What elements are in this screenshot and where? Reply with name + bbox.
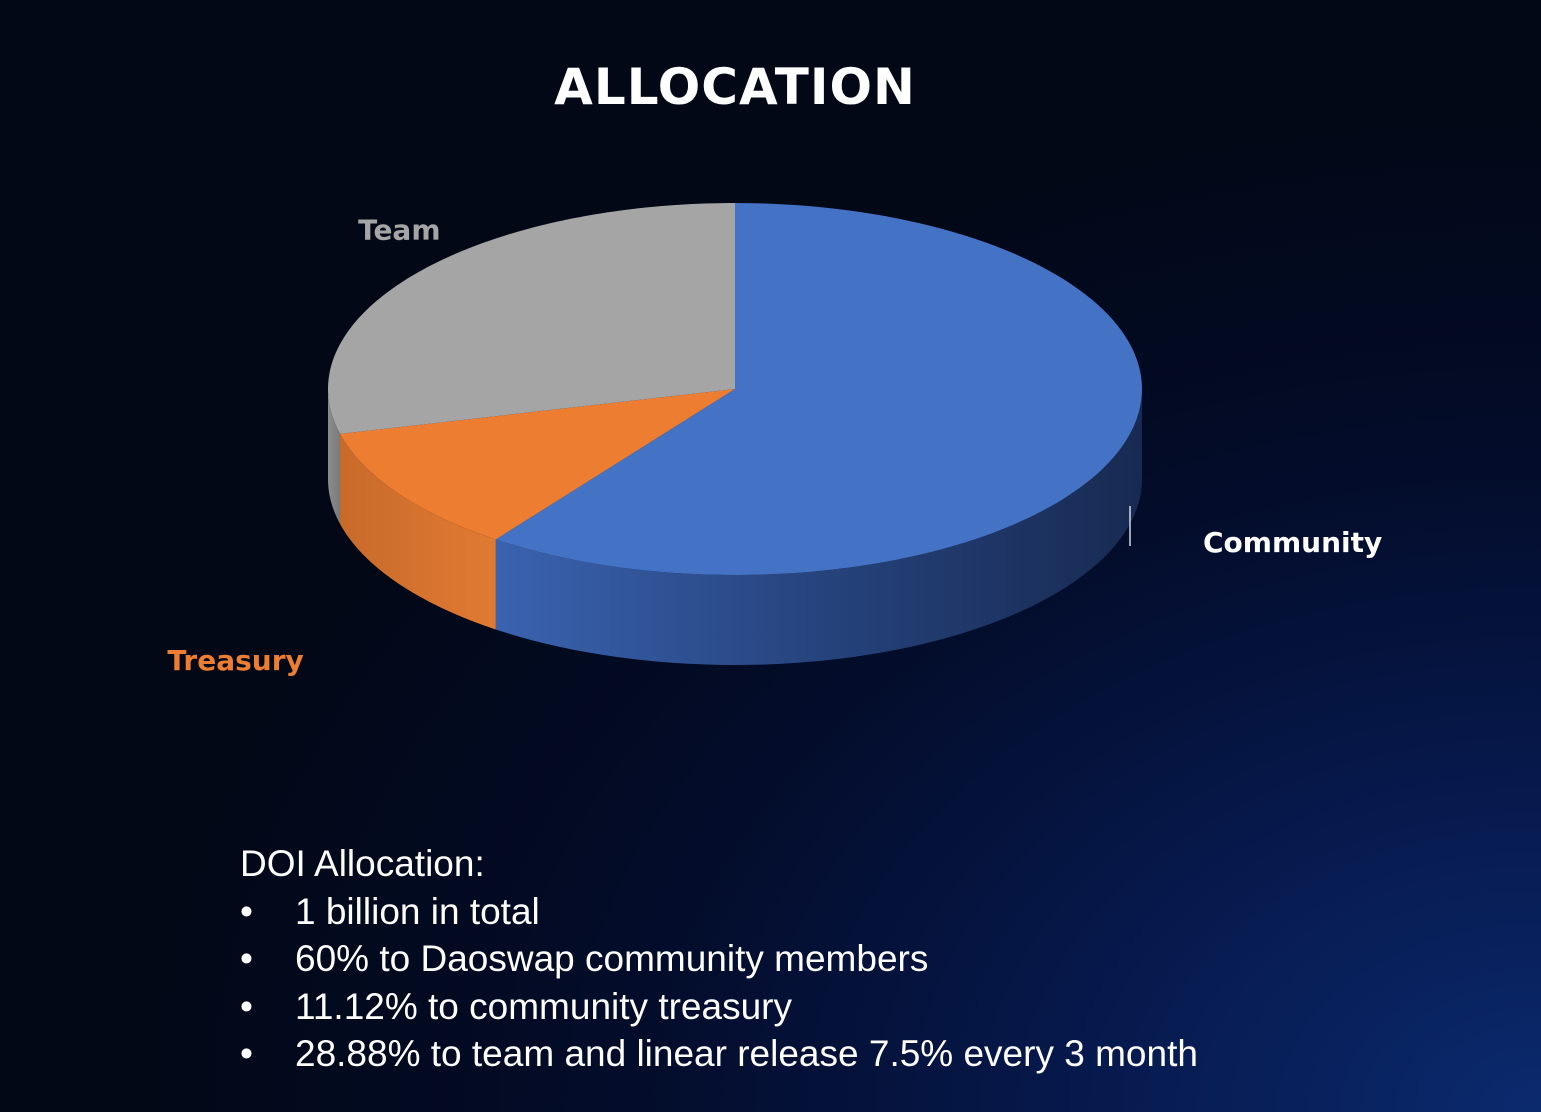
pie-slice-side-team	[328, 389, 341, 524]
slice-label-treasury: Treasury	[167, 644, 303, 677]
notes-item-text: 11.12% to community treasury	[295, 985, 792, 1027]
slice-label-community: Community	[1203, 526, 1382, 559]
slice-label-team: Team	[358, 213, 440, 246]
notes-item: • 1 billion in total	[240, 888, 1198, 936]
notes-item: • 11.12% to community treasury	[240, 983, 1198, 1031]
notes-item-text: 60% to Daoswap community members	[295, 938, 929, 979]
notes-list: • 1 billion in total • 60% to Daoswap comm…	[240, 888, 1198, 1078]
notes-heading: DOI Allocation:	[240, 843, 485, 884]
notes-item-text: 1 billion in total	[295, 890, 540, 932]
pie-chart: Community Treasury Team	[167, 203, 1382, 677]
allocation-notes: DOI Allocation: • 1 billion in total • 60%…	[240, 840, 1198, 1078]
bullet-icon: •	[240, 890, 253, 932]
pie-slice-treasury	[340, 389, 735, 540]
notes-item-text: 28.88% to team and linear release 7.5% e…	[295, 1033, 1198, 1074]
bullet-icon: •	[240, 985, 253, 1027]
pie-slice-community	[495, 203, 1142, 575]
notes-item: • 28.88% to team and linear release 7.5% …	[240, 1030, 1198, 1078]
pie-slice-side-treasury	[340, 433, 496, 630]
pie-slice-team	[328, 203, 735, 434]
chart-title: ALLOCATION	[554, 58, 916, 116]
bullet-icon: •	[240, 938, 253, 979]
notes-item: • 60% to Daoswap community members	[240, 935, 1198, 983]
pie-slice-side-community	[495, 389, 1142, 665]
bullet-icon: •	[240, 1033, 253, 1074]
